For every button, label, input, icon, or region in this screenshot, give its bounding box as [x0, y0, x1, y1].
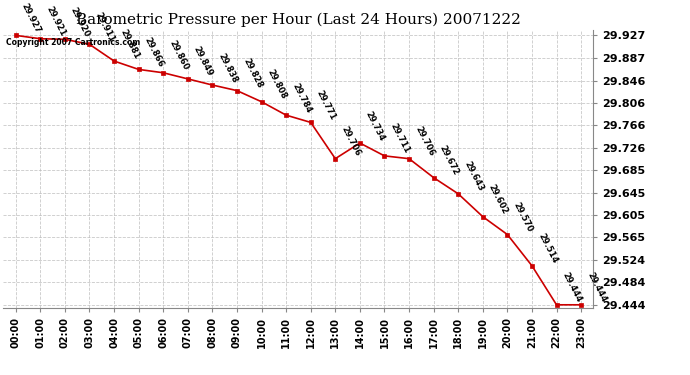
- Text: 29.838: 29.838: [217, 51, 239, 84]
- Text: 29.849: 29.849: [192, 45, 215, 78]
- Text: 29.444: 29.444: [561, 271, 584, 304]
- Text: 29.706: 29.706: [339, 125, 362, 158]
- Text: 29.927: 29.927: [20, 2, 43, 34]
- Text: 29.570: 29.570: [511, 201, 534, 234]
- Text: 29.771: 29.771: [315, 89, 337, 122]
- Text: 29.860: 29.860: [168, 39, 190, 72]
- Text: 29.881: 29.881: [118, 27, 141, 60]
- Title: Barometric Pressure per Hour (Last 24 Hours) 20071222: Barometric Pressure per Hour (Last 24 Ho…: [76, 13, 521, 27]
- Text: 29.643: 29.643: [462, 160, 485, 193]
- Text: 29.444: 29.444: [585, 271, 608, 304]
- Text: 29.672: 29.672: [437, 144, 460, 177]
- Text: 29.706: 29.706: [413, 125, 436, 158]
- Text: 29.911: 29.911: [94, 10, 117, 44]
- Text: 29.828: 29.828: [241, 57, 264, 90]
- Text: 29.602: 29.602: [487, 183, 510, 216]
- Text: Copyright 2007 Cartronics.com: Copyright 2007 Cartronics.com: [6, 38, 141, 47]
- Text: 29.920: 29.920: [69, 6, 92, 39]
- Text: 29.734: 29.734: [364, 110, 386, 142]
- Text: 29.784: 29.784: [290, 81, 313, 114]
- Text: 29.808: 29.808: [266, 68, 288, 101]
- Text: 29.514: 29.514: [536, 232, 559, 265]
- Text: 29.866: 29.866: [143, 36, 166, 69]
- Text: 29.921: 29.921: [44, 5, 67, 38]
- Text: 29.711: 29.711: [388, 122, 411, 155]
